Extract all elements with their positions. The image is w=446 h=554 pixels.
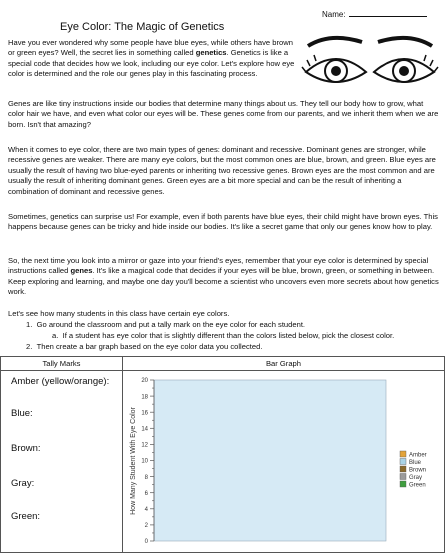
paragraph: So, the next time you look into a mirror… xyxy=(8,256,440,298)
text: . It's like a magical code that decides … xyxy=(8,266,439,297)
paragraph: Sometimes, genetics can surprise us! For… xyxy=(8,212,440,233)
row-label: Brown: xyxy=(11,443,41,454)
step: 1. Go around the classroom and put a tal… xyxy=(26,320,305,330)
legend-label: Gray xyxy=(409,475,422,481)
y-tick-label: 18 xyxy=(141,394,148,400)
paragraph: When it comes to eye color, there are tw… xyxy=(8,145,440,197)
text: genetics xyxy=(195,48,227,58)
text: Genes are like tiny instructions inside … xyxy=(8,99,439,129)
row-label: Gray: xyxy=(11,478,35,489)
y-tick-label: 12 xyxy=(141,443,148,449)
legend-label: Green xyxy=(409,483,426,489)
text: Sometimes, genetics can surprise us! For… xyxy=(8,212,438,232)
step-number: 1. xyxy=(26,320,33,329)
plot-area xyxy=(153,379,387,542)
intro-paragraph: Have you ever wondered why some people h… xyxy=(8,38,300,80)
y-tick-label: 6 xyxy=(145,491,149,497)
y-tick-label: 0 xyxy=(145,539,149,545)
step-text: Go around the classroom and put a tally … xyxy=(36,320,306,329)
step-text: Then create a bar graph based on the eye… xyxy=(36,342,263,351)
instructions-intro: Let's see how many students in this clas… xyxy=(8,309,230,318)
y-tick-label: 20 xyxy=(141,378,148,384)
legend-swatch xyxy=(399,450,407,458)
y-axis-label: How Many Student With Eye Color xyxy=(130,406,137,514)
step: 2. Then create a bar graph based on the … xyxy=(26,342,262,352)
tally-column xyxy=(1,357,123,552)
legend-swatch xyxy=(399,473,407,480)
text: genes xyxy=(70,266,93,276)
text: Have you ever wondered why some people h… xyxy=(8,38,293,58)
row-label: Blue: xyxy=(11,408,33,419)
substep-letter: a. xyxy=(52,331,59,340)
paragraph: Genes are like tiny instructions inside … xyxy=(8,99,440,130)
legend-label: Brown xyxy=(409,468,426,474)
text: When it comes to eye color, there are tw… xyxy=(8,145,436,196)
y-tick-label: 16 xyxy=(141,410,148,416)
y-tick-label: 2 xyxy=(145,523,149,529)
y-tick-label: 14 xyxy=(141,427,148,433)
legend-swatch xyxy=(399,458,407,465)
y-tick-label: 4 xyxy=(145,507,149,513)
title: Eye Color: The Magic of Genetics xyxy=(60,21,225,33)
eyes-illustration xyxy=(301,35,439,83)
legend-label: Amber xyxy=(409,453,427,459)
name-label: Name: xyxy=(322,10,346,19)
step-number: 2. xyxy=(26,342,33,351)
substep-text: If a student has eye color that is sligh… xyxy=(62,331,395,340)
bar-graph: How Many Student With Eye Color 0 2 4 6 8 10 1… xyxy=(130,378,427,545)
substep: a. If a student has eye color that is sl… xyxy=(52,331,394,341)
row-label: Amber (yellow/orange): xyxy=(11,376,110,387)
legend-swatch xyxy=(399,480,407,488)
text: So, the next time you look into a mirror… xyxy=(8,256,429,276)
tally-table: Tally Marks Bar Graph Amber (yellow/oran… xyxy=(0,356,445,553)
row-label: Green: xyxy=(11,511,41,522)
y-tick-label: 8 xyxy=(145,475,149,481)
column-header: Bar Graph xyxy=(265,359,302,368)
legend-swatch xyxy=(399,465,407,473)
legend-label: Blue xyxy=(409,460,422,466)
name-field: Name: xyxy=(322,10,427,20)
y-tick-label: 10 xyxy=(141,459,148,465)
column-header: Tally Marks xyxy=(42,359,81,368)
text: . Genetics is like a special code that d… xyxy=(8,48,295,79)
